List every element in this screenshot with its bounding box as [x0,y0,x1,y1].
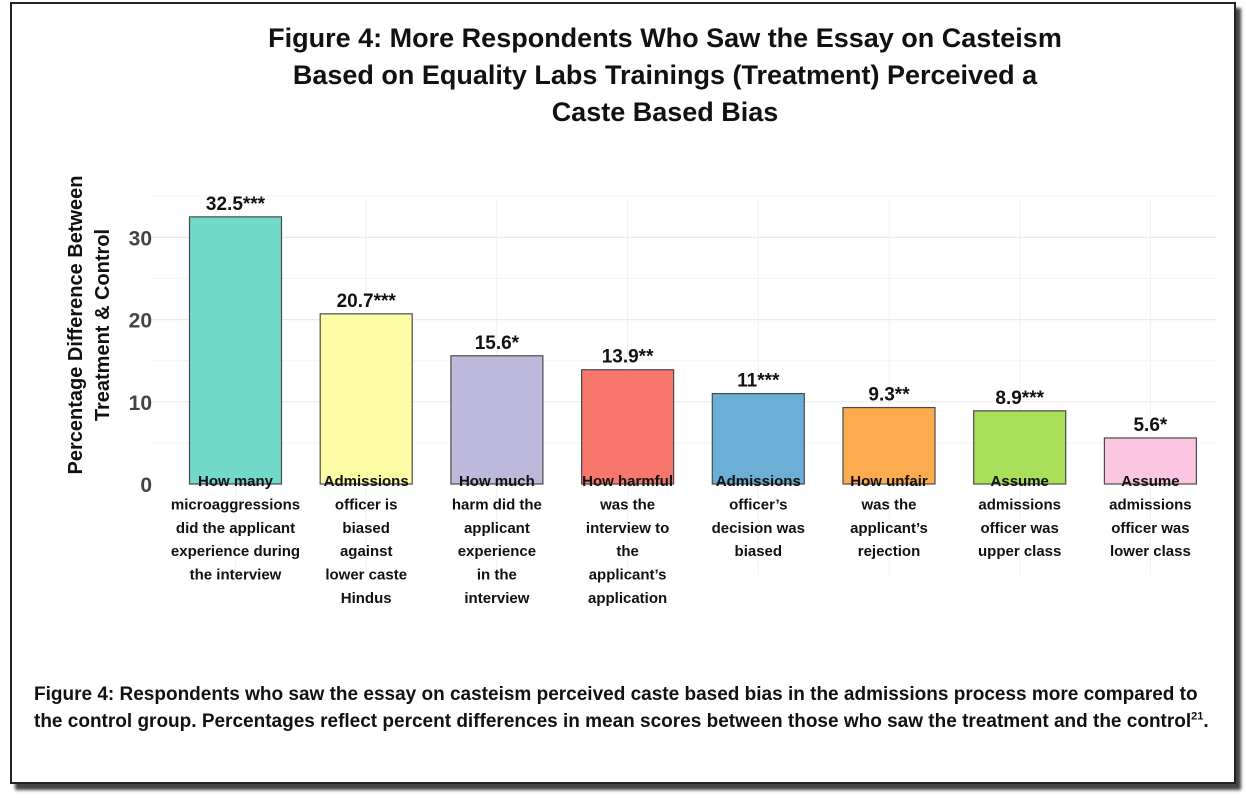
x-category-label-line: Assume [991,473,1049,490]
y-axis-title: Percentage Difference Between Treatment &… [65,175,114,474]
bar [188,216,283,485]
x-category-label-line: the interview [190,567,282,584]
x-category-label-line: the [616,543,639,560]
x-category-label-line: upper class [978,543,1061,560]
x-category-label-line: application [588,590,667,607]
x-category-label: How unfair was the applicant’s rejection [850,473,928,560]
y-tick-label: 20 [129,310,152,333]
y-tick-label: 10 [129,392,152,415]
caption-end: . [1203,711,1209,732]
bar-value-label: 11*** [737,371,780,392]
x-category-label-line: was the [860,496,916,513]
x-category-label: Assume admissions officer was lower class [1109,473,1192,560]
bar [842,406,936,485]
x-category-label-line: did the applicant [176,520,295,537]
bar [711,392,805,485]
x-category-label-line: Admissions [716,473,801,490]
x-category-label-line: was the [599,496,655,513]
x-category-label-line: How unfair [850,473,928,490]
x-category-label-line: against [340,543,393,560]
x-category-label-line: officer was [981,520,1059,537]
bar-value-label: 13.9** [602,347,654,368]
bar [580,369,675,485]
x-category-label-line: in the [477,567,517,584]
x-category-label-line: applicant [464,520,530,537]
x-category-label-line: officer is [335,496,398,513]
x-category-label-line: rejection [858,543,921,560]
y-tick-label: 30 [129,227,152,250]
x-category-label-line: biased [342,520,390,537]
bar-value-label: 32.5*** [206,194,266,215]
bar-value-label: 15.6* [475,333,520,354]
x-category-label-line: admissions [978,496,1061,513]
bar [450,355,544,485]
x-category-label-line: lower caste [325,567,407,584]
bar-value-label: 9.3** [868,385,910,406]
x-category-label-line: Hindus [341,590,392,607]
y-axis-title-line: Treatment & Control [92,229,114,421]
x-category-label: How many microaggressions did the applican… [171,473,300,584]
bar-value-label: 8.9*** [995,388,1044,409]
x-category-label-line: applicant’s [589,567,667,584]
x-category-label-line: microaggressions [171,496,300,513]
bar [1103,437,1198,485]
x-category-label-line: biased [735,543,783,560]
x-category-label: Admissions officer’s decision was biased [712,473,805,560]
bar [319,313,413,485]
figure-caption: Figure 4: Respondents who saw the essay … [34,681,1224,735]
caption-footnote-marker: 21 [1191,710,1204,723]
x-category-label: Assume admissions officer was upper class [978,473,1061,560]
x-category-label-line: interview to [586,520,669,537]
x-category-label-line: applicant’s [850,520,928,537]
bar [973,410,1067,485]
x-category-label-line: How much [459,473,535,490]
bar-value-label: 20.7*** [337,291,397,312]
caption-text: Figure 4: Respondents who saw the essay … [34,684,1198,732]
x-category-label-line: harm did the [452,496,542,513]
x-category-label-line: experience during [171,543,300,560]
x-category-label-line: Admissions [324,473,409,490]
x-category-label: How harmful was the interview to the applica… [582,473,673,607]
x-category-label-line: decision was [712,520,805,537]
x-category-label-line: lower class [1110,543,1191,560]
y-tick-label: 0 [140,474,152,497]
y-axis-title-line: Percentage Difference Between [65,175,87,474]
x-category-label: How much harm did the applicant experience i… [452,473,542,607]
x-category-label-line: How harmful [582,473,673,490]
x-category-label-line: experience [458,543,536,560]
bar-value-label: 5.6* [1133,415,1167,436]
chart-title: Figure 4: More Respondents Who Saw the E… [268,23,1062,127]
x-category-label-line: officer’s [729,496,787,513]
bar-chart: 0 10 20 30 Percentage Difference Between Trea… [65,175,1216,607]
x-category-label-line: officer was [1111,520,1189,537]
x-category-label: Admissions officer is biased against lower c… [324,473,409,607]
x-category-label-line: admissions [1109,496,1192,513]
x-category-label-line: Assume [1121,473,1179,490]
x-category-label-line: How many [198,473,274,490]
x-category-label-line: interview [464,590,529,607]
